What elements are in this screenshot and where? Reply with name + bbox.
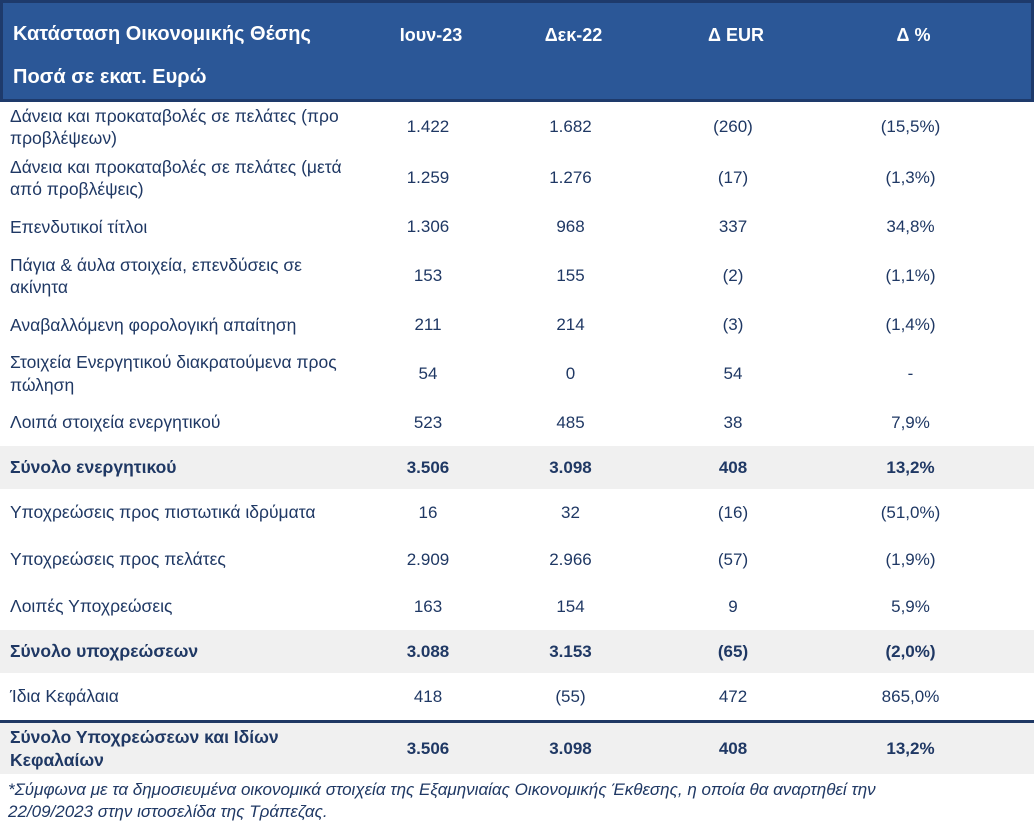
row-value-delta-pct: 5,9%	[891, 596, 930, 616]
row-value-jun23: 16	[418, 502, 438, 522]
table-row: Αναβαλλόμενη φορολογική απαίτηση 211 214…	[0, 301, 1034, 348]
row-value-delta-pct: (1,1%)	[885, 265, 936, 285]
column-header-jun23: Ιουν-23	[399, 25, 463, 45]
row-value-dec22: 154	[556, 596, 585, 616]
table-row: Σύνολο ενεργητικού 3.506 3.098 408 13,2%	[0, 446, 1034, 490]
row-label: Δάνεια και προκαταβολές σε πελάτες (προ …	[10, 106, 339, 149]
column-header-delta-pct: Δ %	[896, 25, 931, 45]
table-row: Δάνεια και προκαταβολές σε πελάτες (προ …	[0, 102, 1034, 153]
row-value-dec22: 3.153	[549, 641, 592, 661]
row-value-delta-eur: (260)	[713, 117, 753, 137]
row-label: Στοιχεία Ενεργητικού διακρατούμενα προς …	[10, 352, 337, 395]
row-value-delta-eur: 54	[723, 363, 743, 383]
row-value-jun23: 3.088	[406, 641, 450, 661]
row-value-delta-pct: 13,2%	[886, 738, 935, 758]
row-value-delta-eur: 38	[723, 412, 743, 432]
row-value-delta-eur: (57)	[717, 549, 749, 569]
table-row: Υποχρεώσεις προς πιστωτικά ιδρύματα 16 3…	[0, 489, 1034, 536]
table-body: Δάνεια και προκαταβολές σε πελάτες (προ …	[0, 102, 1034, 774]
row-label: Ίδια Κεφάλαια	[10, 686, 119, 707]
row-value-delta-pct: (15,5%)	[880, 117, 941, 137]
row-value-jun23: 1.306	[406, 217, 450, 237]
table-row: Στοιχεία Ενεργητικού διακρατούμενα προς …	[0, 348, 1034, 399]
row-value-dec22: 1.276	[549, 168, 592, 188]
row-value-delta-eur: 337	[718, 217, 748, 237]
table-row: Λοιπά στοιχεία ενεργητικού 523 485 38 7,…	[0, 399, 1034, 446]
row-value-delta-eur: (2)	[722, 265, 744, 285]
row-value-dec22: 32	[561, 502, 580, 522]
table-header-titles: Κατάσταση Οικονομικής Θέσης Ποσά σε εκατ…	[13, 18, 371, 87]
row-value-dec22: 1.682	[549, 117, 592, 137]
column-header-dec22: Δεκ-22	[544, 25, 603, 45]
table-header: Κατάσταση Οικονομικής Θέσης Ποσά σε εκατ…	[0, 0, 1034, 102]
row-value-dec22: 2.966	[549, 549, 592, 569]
row-value-delta-eur: (16)	[717, 502, 749, 522]
table-row: Δάνεια και προκαταβολές σε πελάτες (μετά…	[0, 153, 1034, 204]
row-value-dec22: 0	[565, 363, 576, 383]
row-value-jun23: 418	[413, 686, 443, 706]
row-value-jun23: 2.909	[406, 549, 450, 569]
row-value-jun23: 1.259	[406, 168, 450, 188]
row-value-delta-pct: (51,0%)	[880, 502, 941, 522]
row-value-delta-pct: -	[907, 363, 914, 383]
row-value-jun23: 1.422	[406, 117, 450, 137]
row-value-delta-eur: (17)	[717, 168, 749, 188]
row-value-delta-pct: 34,8%	[886, 217, 935, 237]
row-value-dec22: 485	[556, 412, 585, 432]
table-row: Σύνολο Υποχρεώσεων και Ιδίων Κεφαλαίων 3…	[0, 720, 1034, 774]
row-label: Λοιπά στοιχεία ενεργητικού	[10, 412, 221, 433]
table-row: Λοιπές Υποχρεώσεις 163 154 9 5,9%	[0, 583, 1034, 630]
row-value-dec22: 214	[556, 314, 585, 334]
row-value-delta-pct: 13,2%	[886, 457, 935, 477]
row-value-delta-eur: 408	[718, 738, 748, 758]
row-label: Αναβαλλόμενη φορολογική απαίτηση	[10, 314, 297, 335]
table-row: Υποχρεώσεις προς πελάτες 2.909 2.966 (57…	[0, 536, 1034, 583]
row-label: Επενδυτικοί τίτλοι	[10, 216, 148, 237]
row-value-jun23: 54	[418, 363, 438, 383]
row-value-dec22: 3.098	[549, 457, 592, 477]
row-value-dec22: (55)	[555, 686, 586, 706]
row-value-dec22: 968	[556, 217, 585, 237]
table-title: Κατάσταση Οικονομικής Θέσης	[13, 23, 311, 45]
row-value-delta-pct: (1,4%)	[885, 314, 936, 334]
table-footnote: *Σύμφωνα με τα δημοσιευμένα οικονομικά σ…	[8, 779, 876, 822]
table-subtitle: Ποσά σε εκατ. Ευρώ	[13, 66, 207, 88]
table-row: Πάγια & άυλα στοιχεία, επενδύσεις σε ακί…	[0, 251, 1034, 302]
row-value-delta-pct: 7,9%	[891, 412, 930, 432]
row-value-jun23: 163	[413, 596, 443, 616]
row-value-delta-eur: 408	[718, 457, 748, 477]
row-label: Σύνολο ενεργητικού	[10, 457, 177, 478]
row-value-dec22: 155	[556, 265, 585, 285]
row-label: Υποχρεώσεις προς πιστωτικά ιδρύματα	[10, 502, 316, 523]
row-value-delta-eur: (65)	[717, 641, 749, 661]
row-label: Σύνολο Υποχρεώσεων και Ιδίων Κεφαλαίων	[10, 727, 279, 770]
row-value-delta-eur: 472	[718, 686, 748, 706]
row-value-delta-pct: (1,9%)	[885, 549, 936, 569]
row-value-dec22: 3.098	[549, 738, 592, 758]
row-value-jun23: 3.506	[406, 738, 450, 758]
column-header-delta-eur: Δ EUR	[708, 25, 764, 45]
row-value-jun23: 211	[414, 314, 442, 334]
row-label: Σύνολο υποχρεώσεων	[10, 641, 199, 662]
row-label: Δάνεια και προκαταβολές σε πελάτες (μετά…	[10, 156, 342, 200]
row-value-jun23: 523	[413, 412, 443, 432]
row-label: Λοιπές Υποχρεώσεις	[10, 596, 173, 617]
row-value-delta-pct: (1,3%)	[885, 168, 936, 188]
row-value-delta-pct: (2,0%)	[885, 641, 936, 661]
row-value-delta-eur: (3)	[722, 314, 744, 334]
row-value-jun23: 3.506	[406, 457, 450, 477]
table-row: Ίδια Κεφάλαια 418 (55) 472 865,0%	[0, 673, 1034, 720]
row-label: Υποχρεώσεις προς πελάτες	[10, 549, 226, 570]
row-value-jun23: 153	[413, 265, 443, 285]
table-row: Επενδυτικοί τίτλοι 1.306 968 337 34,8%	[0, 204, 1034, 251]
table-row: Σύνολο υποχρεώσεων 3.088 3.153 (65) (2,0…	[0, 630, 1034, 674]
row-value-delta-pct: 865,0%	[881, 686, 940, 706]
row-label: Πάγια & άυλα στοιχεία, επενδύσεις σε ακί…	[10, 254, 302, 297]
row-value-delta-eur: 9	[728, 596, 738, 616]
